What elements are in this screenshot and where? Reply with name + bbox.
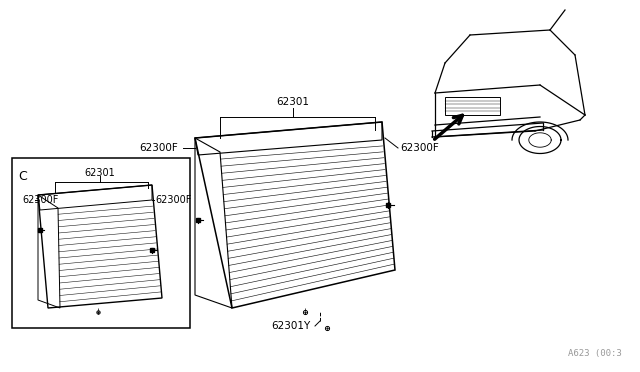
Text: A623 (00:3: A623 (00:3 bbox=[568, 349, 621, 358]
Text: 62300F: 62300F bbox=[155, 195, 191, 205]
Text: C: C bbox=[18, 170, 27, 183]
Text: 62300F: 62300F bbox=[400, 143, 439, 153]
Text: 62300F: 62300F bbox=[140, 143, 178, 153]
Bar bbox=[445, 97, 500, 115]
Text: 62301: 62301 bbox=[276, 97, 310, 107]
Text: 62301Y: 62301Y bbox=[271, 321, 310, 331]
Bar bbox=[12, 158, 190, 328]
Text: 62300F: 62300F bbox=[22, 195, 58, 205]
Text: 62301: 62301 bbox=[84, 168, 115, 178]
